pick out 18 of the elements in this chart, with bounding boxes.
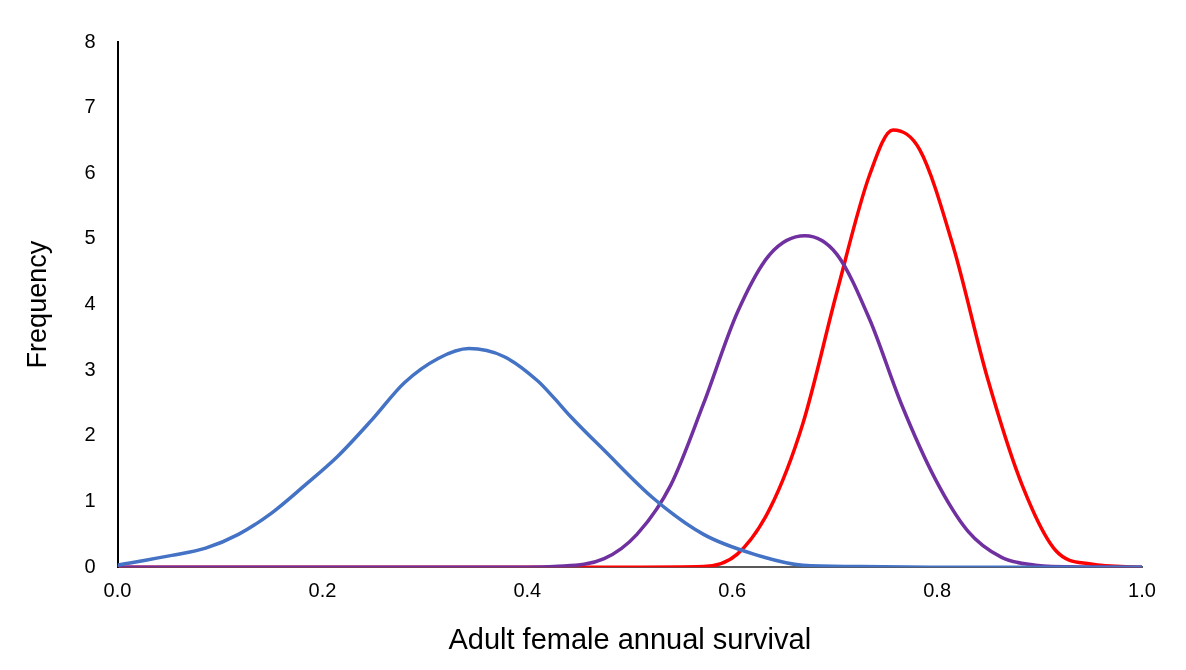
y-tick-label: 0 [84,554,96,577]
x-tick-label: 1.0 [1128,578,1156,601]
y-axis-title: Frequency [21,240,52,369]
y-tick-label: 5 [84,226,96,249]
x-tick-label: 0.6 [718,578,747,601]
y-tick-label: 8 [84,29,96,52]
x-tick-label: 0.4 [513,578,542,601]
y-tick-label: 6 [84,160,96,183]
y-tick-label: 4 [84,292,96,315]
x-tick-label: 0.0 [103,578,132,601]
x-tick-label: 0.8 [923,578,952,601]
line-series [117,346,1142,568]
x-axis-title: Adult female annual survival [448,622,812,655]
y-tick-label: 7 [84,95,96,118]
x-tick-label: 0.2 [308,578,337,601]
y-tick-label: 1 [84,489,96,512]
y-tick-label: 2 [84,423,96,446]
y-tick-label: 3 [84,357,96,380]
